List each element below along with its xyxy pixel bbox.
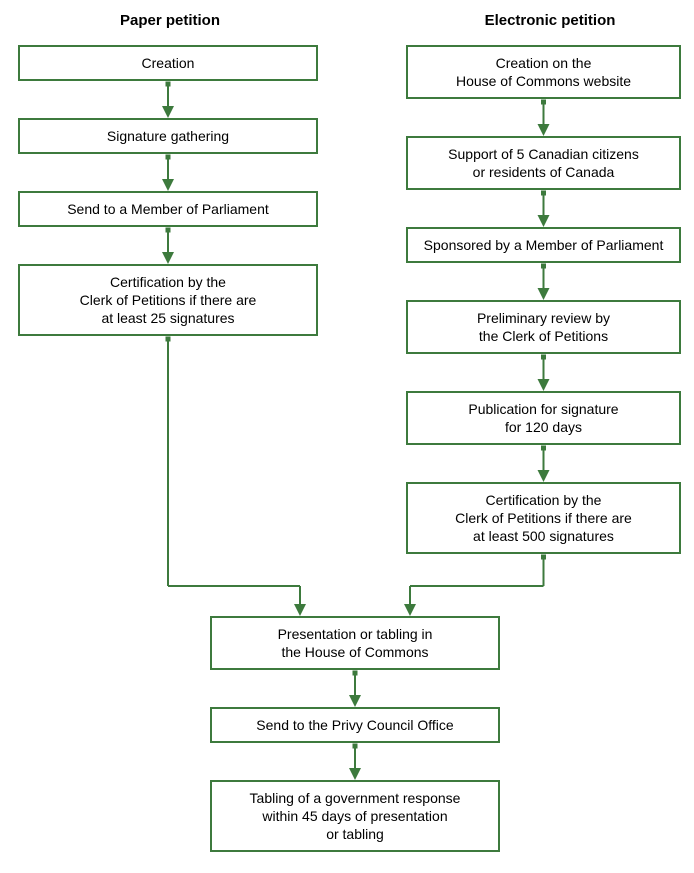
node-e3: Sponsored by a Member of Parliament bbox=[406, 227, 681, 263]
node-p2: Signature gathering bbox=[18, 118, 318, 154]
heading-electronic: Electronic petition bbox=[460, 12, 640, 29]
node-m1: Presentation or tabling inthe House of C… bbox=[210, 616, 500, 670]
node-m3: Tabling of a government responsewithin 4… bbox=[210, 780, 500, 852]
node-e5: Publication for signaturefor 120 days bbox=[406, 391, 681, 445]
node-p4: Certification by theClerk of Petitions i… bbox=[18, 264, 318, 336]
node-e1: Creation on theHouse of Commons website bbox=[406, 45, 681, 99]
node-p3: Send to a Member of Parliament bbox=[18, 191, 318, 227]
node-e4: Preliminary review bythe Clerk of Petiti… bbox=[406, 300, 681, 354]
heading-paper: Paper petition bbox=[90, 12, 250, 29]
node-e2: Support of 5 Canadian citizensor residen… bbox=[406, 136, 681, 190]
node-p1: Creation bbox=[18, 45, 318, 81]
node-e6: Certification by theClerk of Petitions i… bbox=[406, 482, 681, 554]
node-m2: Send to the Privy Council Office bbox=[210, 707, 500, 743]
